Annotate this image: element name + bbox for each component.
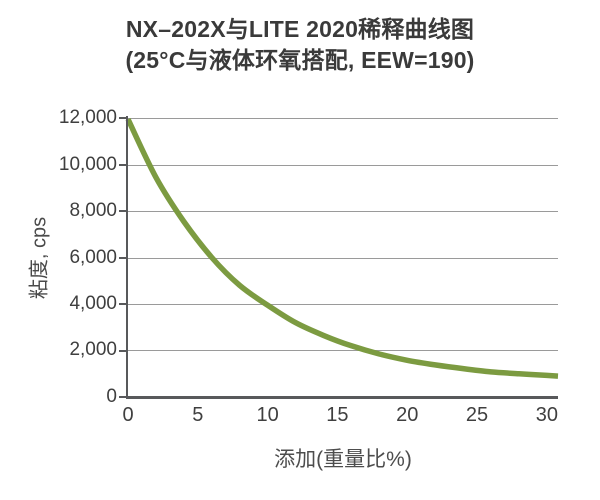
x-axis-line [126,396,558,399]
y-axis-line [126,116,128,397]
x-tick-label-15: 15 [326,404,349,426]
gridline-8000 [128,210,558,212]
x-tick-label-0: 0 [122,404,134,426]
y-tick-2000 [119,349,126,352]
y-tick-8000 [119,210,126,212]
y-tick-label-12000: 12,000 [58,107,117,128]
gridline-6000 [128,257,558,259]
y-tick-label-10000: 10,000 [58,153,117,175]
dilution-curve [125,118,559,379]
gridline-12000 [128,118,558,119]
gridline-2000 [128,350,558,352]
chart-title: NX–202X与LITE 2020稀释曲线图 (25°C与液体环氧搭配, EEW… [0,14,600,76]
x-tick-label-5: 5 [192,404,204,426]
y-tick-label-6000: 6,000 [69,246,117,268]
y-tick-label-2000: 2,000 [69,339,117,361]
gridline-4000 [128,304,558,305]
curve-svg [125,118,559,379]
y-tick-label-4000: 4,000 [69,293,117,314]
x-tick-label-10: 10 [256,404,279,426]
x-tick-labels: 0 5 10 15 20 25 30 [122,404,558,428]
x-tick-label-30: 30 [535,404,558,426]
y-tick-label-8000: 8,000 [69,199,117,221]
gridline-10000 [128,164,558,166]
y-tick-10000 [119,163,126,166]
y-tick-6000 [119,256,126,259]
x-axis-title: 添加(重量比%) [274,448,412,471]
chart-title-line2: (25°C与液体环氧搭配, EEW=190) [125,47,475,73]
y-tick-label-0: 0 [106,386,117,407]
y-tick-4000 [119,303,126,305]
y-tick-0 [119,396,126,398]
x-tick-label-20: 20 [396,404,419,426]
y-tick-12000 [119,117,126,119]
chart-title-line1: NX–202X与LITE 2020稀释曲线图 [125,16,475,42]
plot-area [125,118,559,397]
y-tick-labels: 12,000 10,000 8,000 6,000 4,000 2,000 0 [0,107,117,407]
x-tick-label-25: 25 [465,404,489,426]
